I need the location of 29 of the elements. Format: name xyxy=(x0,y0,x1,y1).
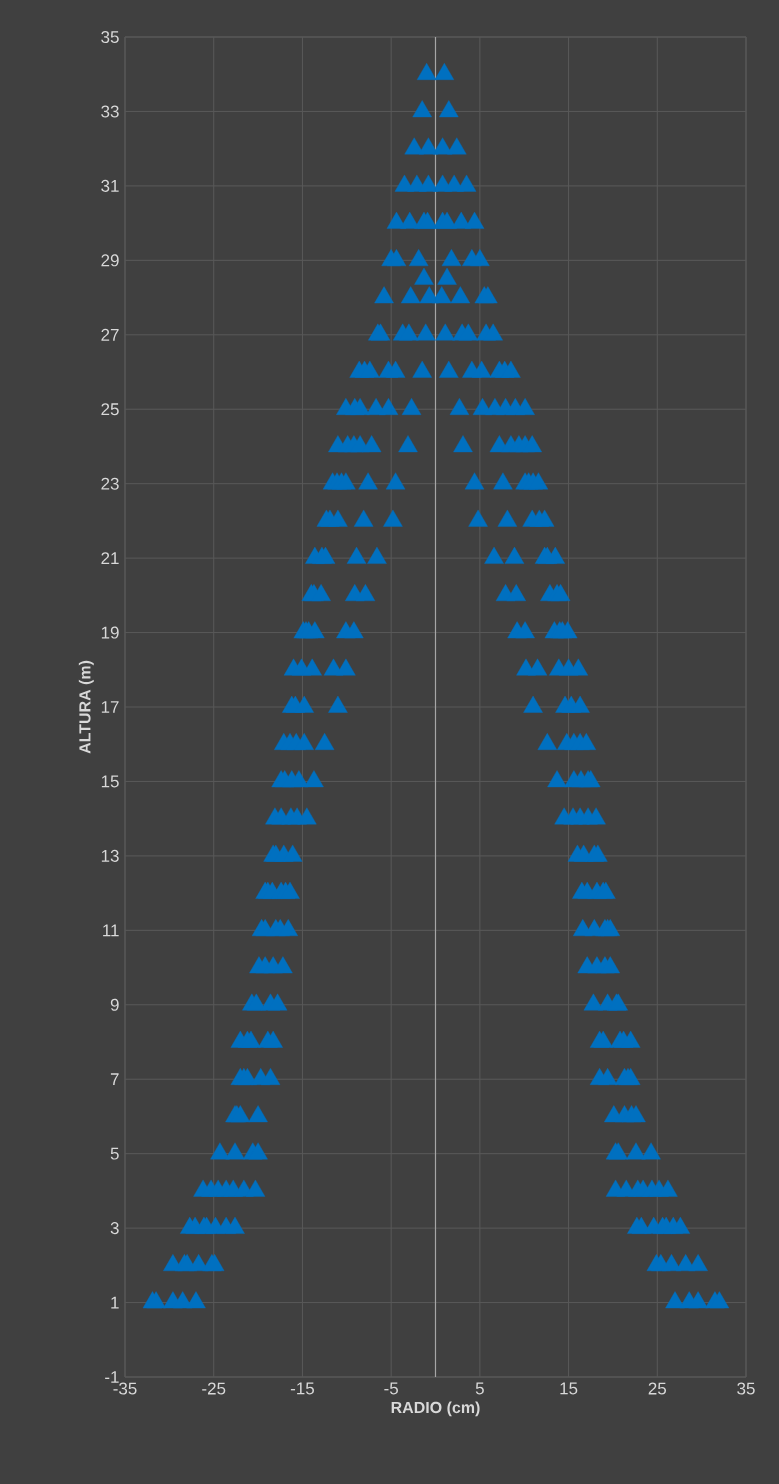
y-tick-label: 23 xyxy=(101,477,119,490)
y-tick-label: 35 xyxy=(101,30,119,44)
x-tick-label: -15 xyxy=(290,1382,314,1395)
y-tick-label: 7 xyxy=(110,1073,119,1086)
x-tick-label: 15 xyxy=(560,1382,578,1395)
y-tick-label: 21 xyxy=(101,552,119,565)
y-tick-label: 3 xyxy=(110,1222,119,1235)
x-tick-label: 5 xyxy=(475,1382,484,1395)
y-tick-label: 27 xyxy=(101,328,119,341)
x-tick-label: 25 xyxy=(648,1382,667,1395)
y-tick-label: 15 xyxy=(101,775,119,788)
y-tick-label: 1 xyxy=(111,1296,119,1309)
y-tick-label: 19 xyxy=(101,626,119,639)
y-tick-label: 9 xyxy=(110,998,119,1011)
y-tick-label: 31 xyxy=(101,179,119,192)
x-axis-title: RADIO (cm) xyxy=(391,1401,480,1417)
y-tick-label: -1 xyxy=(105,1371,119,1383)
x-tick-label: -35 xyxy=(113,1382,137,1395)
y-tick-label: 29 xyxy=(101,254,119,267)
y-tick-label: 25 xyxy=(101,403,119,416)
y-tick-label: 13 xyxy=(101,849,119,862)
y-tick-label: 33 xyxy=(101,105,119,118)
y-tick-label: 17 xyxy=(101,701,119,713)
x-tick-label: -5 xyxy=(384,1382,398,1395)
x-tick-label: -25 xyxy=(202,1382,226,1395)
y-tick-label: 5 xyxy=(110,1147,119,1160)
y-tick-label: 11 xyxy=(103,924,119,937)
y-axis-title: ALTURA (m) xyxy=(78,660,94,754)
x-tick-label: 35 xyxy=(737,1382,755,1395)
